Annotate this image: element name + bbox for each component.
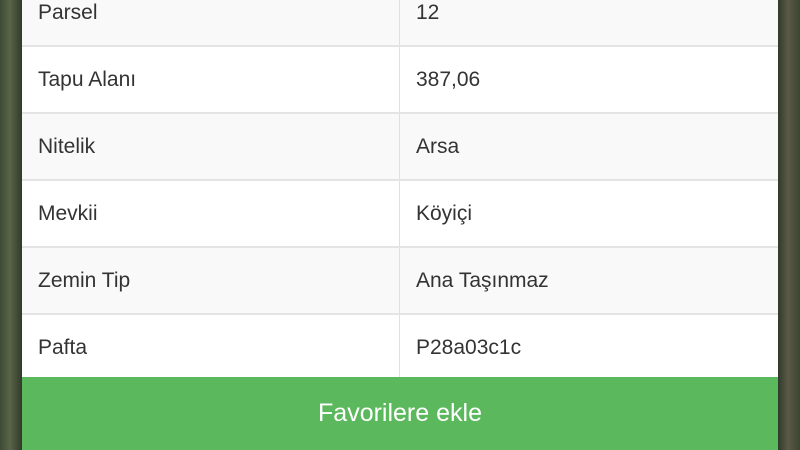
- table-row: Parsel 12: [22, 0, 778, 47]
- table-row: Tapu Alanı 387,06: [22, 47, 778, 114]
- table-row: Nitelik Arsa: [22, 114, 778, 181]
- row-value: Ana Taşınmaz: [416, 268, 549, 292]
- table-row: Pafta P28a03c1c: [22, 315, 778, 382]
- add-to-favorites-button[interactable]: Favorilere ekle: [22, 377, 778, 450]
- row-value: Arsa: [416, 134, 460, 158]
- row-label: Zemin Tip: [22, 248, 400, 313]
- row-label: Tapu Alanı: [22, 47, 400, 112]
- row-value: P28a03c1c: [416, 335, 522, 359]
- table-row: Mevkii Köyiçi: [22, 181, 778, 248]
- table-row: Zemin Tip Ana Taşınmaz: [22, 248, 778, 315]
- row-value: 12: [416, 0, 440, 24]
- row-value: 387,06: [416, 67, 481, 91]
- row-label: Pafta: [22, 315, 400, 380]
- row-label: Nitelik: [22, 114, 400, 179]
- row-label: Parsel: [22, 0, 400, 45]
- row-value: Köyiçi: [416, 201, 473, 225]
- parcel-info-table: Parsel 12 Tapu Alanı 387,06 Nitelik Arsa Me…: [22, 0, 778, 382]
- row-label: Mevkii: [22, 181, 400, 246]
